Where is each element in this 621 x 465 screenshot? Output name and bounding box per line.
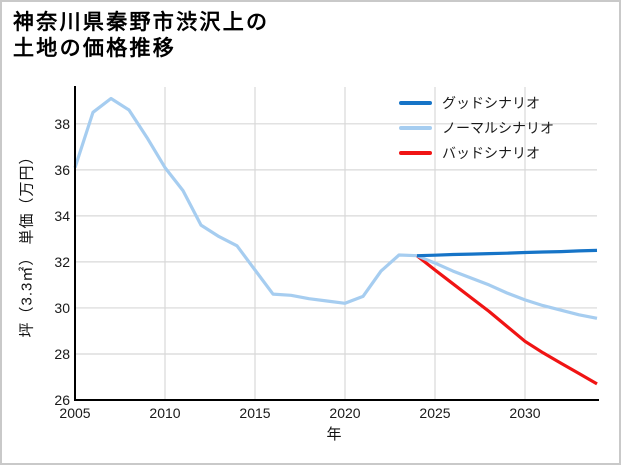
y-tick-label-32: 32 xyxy=(54,254,70,270)
y-tick-label-30: 30 xyxy=(54,300,70,316)
good-scenario-line-swatch xyxy=(399,100,432,105)
x-axis-label: 年 xyxy=(326,426,342,443)
x-tick-label-2005: 2005 xyxy=(59,405,90,421)
legend-label-good-scenario: グッドシナリオ xyxy=(442,94,540,111)
legend: グッドシナリオ ノーマルシナリオ バッドシナリオ xyxy=(399,90,554,165)
series-line-good-scenario xyxy=(416,248,598,258)
chart-title-line2: 土地の価格推移 xyxy=(13,37,177,60)
x-tick-label-2030: 2030 xyxy=(509,405,540,421)
legend-item-good-scenario: グッドシナリオ xyxy=(399,90,554,115)
y-tick-label-26: 26 xyxy=(54,392,70,408)
legend-item-normal-scenario: ノーマルシナリオ xyxy=(399,115,554,140)
x-tick-label-2025: 2025 xyxy=(419,405,450,421)
series-line-normal-scenario xyxy=(416,254,598,320)
bad-scenario-line-swatch xyxy=(399,150,432,155)
x-tick-label-2010: 2010 xyxy=(149,405,180,421)
x-tick-label-2020: 2020 xyxy=(329,405,360,421)
y-tick-label-34: 34 xyxy=(54,208,70,224)
x-tick-label-2015: 2015 xyxy=(239,405,270,421)
normal-scenario-line-swatch xyxy=(399,125,432,130)
legend-label-normal-scenario: ノーマルシナリオ xyxy=(442,119,554,136)
legend-label-bad-scenario: バッドシナリオ xyxy=(442,144,540,161)
y-tick-label-36: 36 xyxy=(54,162,70,178)
chart-title: 神奈川県秦野市渋沢上の 土地の価格推移 xyxy=(13,10,269,62)
chart-title-line1: 神奈川県秦野市渋沢上の xyxy=(13,11,270,34)
y-tick-label-28: 28 xyxy=(54,346,70,362)
y-tick-label-38: 38 xyxy=(54,116,70,132)
legend-item-bad-scenario: バッドシナリオ xyxy=(399,140,554,165)
series-line-historical xyxy=(73,96,418,305)
series-line-bad-scenario xyxy=(416,254,598,386)
y-axis-label: 坪（3.3㎡） 単価（万円） xyxy=(18,148,36,338)
